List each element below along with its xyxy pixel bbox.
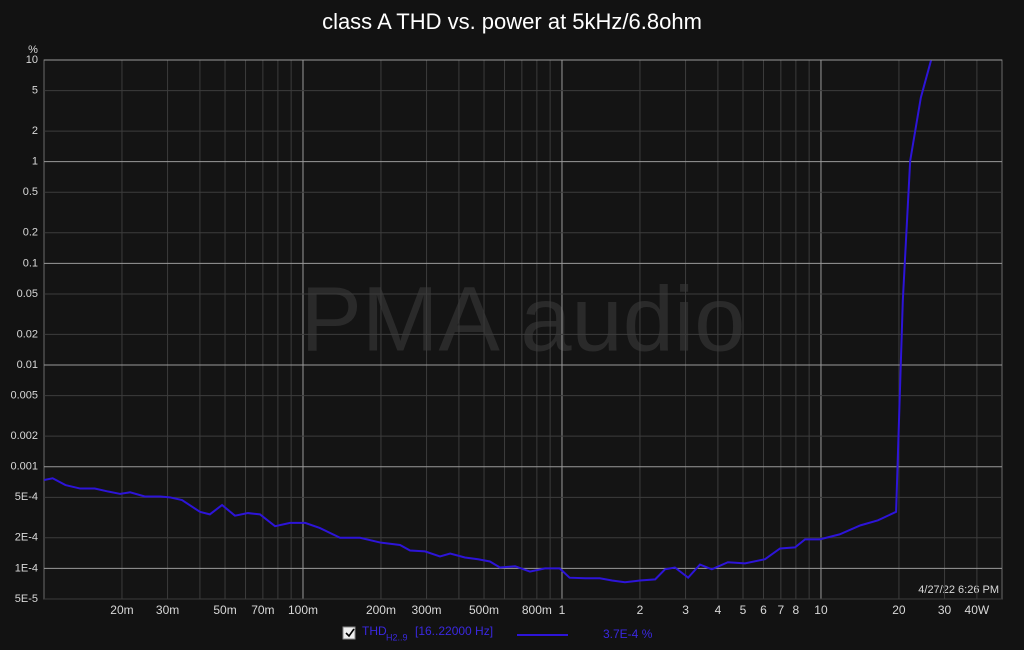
y-tick-label: 0.001	[10, 461, 38, 473]
timestamp: 4/27/22 6:26 PM	[918, 584, 999, 596]
y-tick-label: 0.002	[10, 430, 38, 442]
x-tick-label: 800m	[522, 603, 552, 617]
y-tick-label: 0.5	[23, 186, 38, 198]
legend-value: 3.7E-4 %	[603, 627, 653, 641]
x-tick-label: 6	[760, 603, 767, 617]
plot-area	[43, 59, 1003, 600]
x-tick-label: 50m	[213, 603, 236, 617]
chart-title: class A THD vs. power at 5kHz/6.8ohm	[322, 9, 702, 34]
x-tick-label: 8	[793, 603, 800, 617]
legend-subscript: H2..9	[386, 632, 408, 642]
x-tick-label: 20m	[110, 603, 133, 617]
legend-label: THD	[362, 624, 387, 638]
y-tick-label: 0.005	[10, 390, 38, 402]
y-tick-label: 0.02	[17, 328, 38, 340]
x-tick-label: 20	[892, 603, 906, 617]
y-tick-label: 0.2	[23, 227, 38, 239]
x-tick-label: 5	[740, 603, 747, 617]
y-unit: %	[28, 44, 38, 56]
y-tick-label: 10	[26, 54, 38, 66]
y-tick-label: 0.1	[23, 257, 38, 269]
legend: THD H2..9 [16..22000 Hz] 3.7E-4 %	[342, 624, 653, 642]
x-tick-label: 500m	[469, 603, 499, 617]
x-tick-label: 7	[778, 603, 785, 617]
x-tick-label: 100m	[288, 603, 318, 617]
watermark: PMA audio	[301, 268, 746, 370]
x-tick-label: 30m	[156, 603, 179, 617]
x-tick-label: 3	[682, 603, 689, 617]
legend-range: [16..22000 Hz]	[415, 624, 493, 638]
x-tick-label: 4	[715, 603, 722, 617]
legend-checkbox[interactable]	[342, 626, 356, 640]
y-tick-label: 0.01	[17, 359, 38, 371]
series-line	[44, 60, 932, 584]
x-tick-label: 200m	[366, 603, 396, 617]
y-tick-label: 5	[32, 85, 38, 97]
x-tick-label: 40W	[965, 603, 990, 617]
x-tick-label: 1	[559, 603, 566, 617]
y-tick-label: 5E-5	[15, 593, 38, 605]
y-tick-label: 1	[32, 156, 38, 168]
x-tick-label: 2	[637, 603, 644, 617]
x-tick-label: 70m	[251, 603, 274, 617]
y-tick-label: 1E-4	[15, 562, 38, 574]
y-tick-label: 0.05	[17, 288, 38, 300]
y-tick-label: 5E-4	[15, 491, 38, 503]
x-tick-label: 30	[938, 603, 952, 617]
x-tick-label: 300m	[412, 603, 442, 617]
y-tick-label: 2	[32, 125, 38, 137]
x-tick-label: 10	[814, 603, 828, 617]
checkmark	[345, 628, 355, 638]
y-tick-label: 2E-4	[15, 532, 38, 544]
